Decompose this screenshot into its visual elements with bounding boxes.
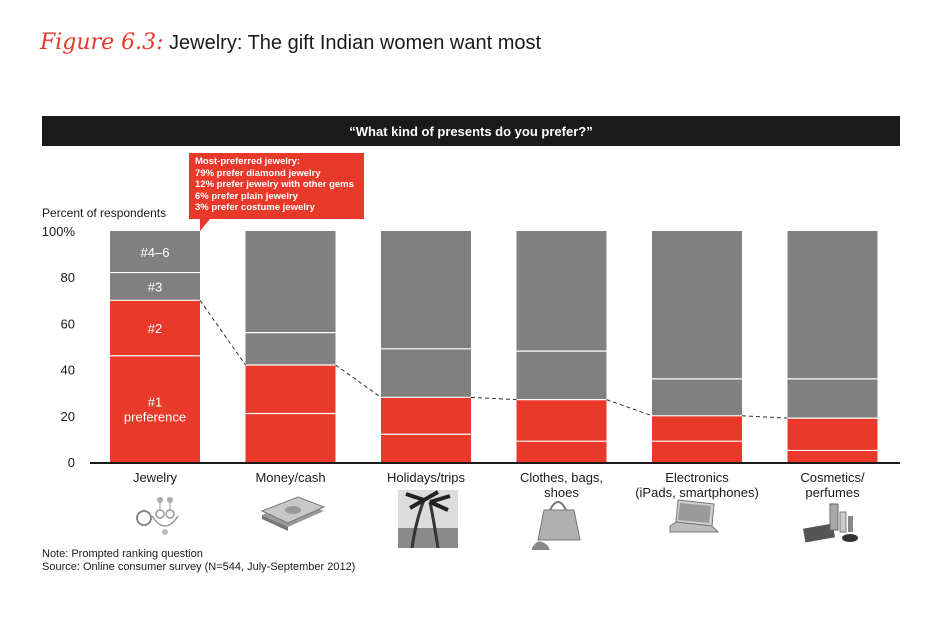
bar-segment xyxy=(516,399,607,442)
callout-line-gems: 12% prefer jewelry with other gems xyxy=(195,179,354,190)
connector-line xyxy=(335,364,382,398)
bar-segment xyxy=(652,378,742,416)
y-tick-label: 60 xyxy=(61,316,75,331)
bar-segment xyxy=(381,348,471,398)
bar-segment xyxy=(245,364,336,414)
category-label: Electronics xyxy=(665,470,729,485)
question-banner: “What kind of presents do you prefer?” xyxy=(42,116,900,146)
laptop-icon xyxy=(669,499,720,533)
category-label: Holidays/trips xyxy=(387,470,466,485)
figure-title-text: Jewelry: The gift Indian women want most xyxy=(169,32,542,54)
connector-line xyxy=(470,396,517,401)
category-label: shoes xyxy=(544,485,579,500)
bar-segment xyxy=(110,355,200,462)
y-tick-label: 80 xyxy=(61,270,75,285)
bar-segment xyxy=(245,413,336,462)
category-label: Cosmetics/ xyxy=(800,470,865,485)
notes: Note: Prompted ranking question Source: … xyxy=(42,548,355,574)
note-text: Note: Prompted ranking question xyxy=(42,548,203,560)
figure-label: Figure 6.3: xyxy=(40,30,164,55)
segment-label: #1 xyxy=(148,394,162,409)
bar-segment xyxy=(381,231,471,349)
bar-segment xyxy=(110,300,200,356)
connector-line xyxy=(199,300,246,366)
bar-segment xyxy=(381,434,471,462)
jewelry-callout: Most-preferred jewelry: 79% prefer diamo… xyxy=(189,153,364,219)
handbag-shoes-icon xyxy=(532,501,581,550)
bar-segment xyxy=(652,231,742,379)
callout-pointer xyxy=(200,219,210,231)
bar-segment xyxy=(787,450,878,462)
category-label: Money/cash xyxy=(255,470,325,485)
category-label: perfumes xyxy=(805,485,860,500)
category-label: Clothes, bags, xyxy=(520,470,603,485)
figure-title: Figure 6.3: Jewelry: The gift Indian wom… xyxy=(40,30,541,55)
money-icon xyxy=(260,496,326,531)
y-tick-label: 40 xyxy=(61,363,75,378)
category-label: (iPads, smartphones) xyxy=(635,485,759,500)
callout-line-diamond: 79% prefer diamond jewelry xyxy=(195,167,321,179)
bar-segment xyxy=(516,351,607,400)
source-text: Source: Online consumer survey (N=544, J… xyxy=(42,561,356,573)
callout-heading: Most-preferred jewelry: xyxy=(195,156,301,167)
segment-label: preference xyxy=(124,409,186,424)
bar-segment xyxy=(787,231,878,379)
bar-segment xyxy=(787,378,878,419)
segment-label: #2 xyxy=(148,321,162,336)
cosmetics-icon xyxy=(803,503,858,543)
connector-line xyxy=(606,399,653,417)
bar-segment xyxy=(516,441,607,462)
y-tick-label: 0 xyxy=(68,455,75,470)
bar-segment xyxy=(110,272,200,301)
connector-line xyxy=(741,415,788,419)
segment-label: #3 xyxy=(148,279,162,294)
category-label: Jewelry xyxy=(133,470,178,485)
y-tick-label: 20 xyxy=(61,409,75,424)
y-tick-label: 100% xyxy=(42,224,76,239)
jewelry-icon xyxy=(136,497,179,535)
bar-segment xyxy=(516,231,607,352)
bar-segment xyxy=(652,415,742,442)
bar-segment xyxy=(652,441,742,462)
callout-line-plain: 6% prefer plain jewelry xyxy=(195,190,298,202)
callout-line-costume: 3% prefer costume jewelry xyxy=(195,202,315,213)
bar-segment xyxy=(245,332,336,365)
y-axis-title: Percent of respondents xyxy=(42,206,167,220)
segment-label: #4–6 xyxy=(141,245,170,260)
bar-segment xyxy=(245,231,336,333)
bar-segment xyxy=(787,418,878,451)
palm-beach-icon xyxy=(398,490,458,548)
bar-segment xyxy=(110,231,200,273)
bar-segment xyxy=(381,397,471,435)
